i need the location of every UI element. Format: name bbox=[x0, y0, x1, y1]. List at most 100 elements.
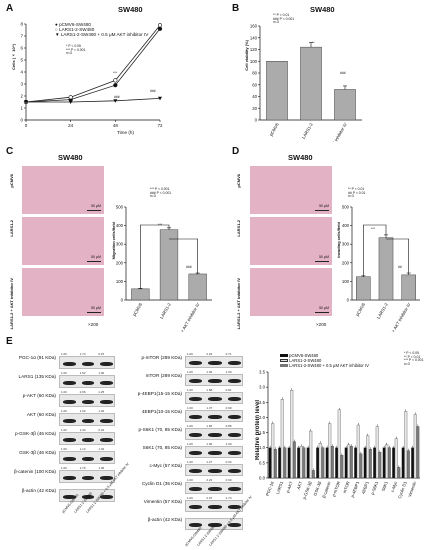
band-ratio: 1.00 bbox=[61, 428, 67, 432]
bar-3 bbox=[416, 426, 420, 479]
protein-band bbox=[81, 361, 95, 366]
protein-band bbox=[81, 418, 95, 423]
y-tick-label: 500 bbox=[116, 205, 124, 210]
x-tick-label: Vimentin bbox=[407, 480, 417, 498]
band-ratio: 1.52 bbox=[79, 371, 86, 375]
bar-1 bbox=[287, 447, 291, 479]
bar-1 bbox=[373, 447, 377, 479]
series-line-3 bbox=[26, 98, 161, 103]
band-ratio: 2.66 bbox=[79, 390, 86, 394]
bar-3 bbox=[359, 453, 363, 479]
panel-c-magnification: ×200 bbox=[88, 322, 99, 327]
y-tick-label: 160 bbox=[250, 24, 258, 29]
panel-d-row1-label: pCMV6 bbox=[236, 174, 241, 188]
data-point bbox=[157, 26, 163, 31]
bar-3 bbox=[188, 273, 207, 301]
blot-strip bbox=[185, 410, 243, 422]
legend-e-1-text: pCMV6-SW480 bbox=[289, 353, 319, 358]
blot-strip bbox=[185, 428, 243, 440]
protein-band bbox=[81, 437, 95, 442]
bar-1 bbox=[363, 447, 367, 479]
mark-a-3: ### bbox=[150, 89, 156, 93]
blot-strip bbox=[185, 518, 243, 530]
mark-d-2: ## bbox=[398, 265, 402, 269]
band-ratio: 1.00 bbox=[61, 466, 67, 470]
y-tick-label: 0 bbox=[121, 298, 124, 303]
x-tick-label: p-S6K1 bbox=[370, 480, 380, 495]
band-ratio: 2.07 bbox=[206, 496, 213, 500]
x-tick-label: p-AKT bbox=[285, 480, 294, 493]
protein-band bbox=[100, 437, 113, 442]
panel-b-bar-chart: 0 20 40 60 80 100 120 140 160 pCMV6 LARS1-2 LARS1-2… bbox=[250, 24, 362, 142]
protein-band bbox=[208, 523, 222, 527]
bar-2 bbox=[366, 435, 370, 479]
data-point bbox=[158, 96, 162, 101]
blot-strip bbox=[185, 446, 243, 458]
stat-d-3: n=3 bbox=[348, 194, 354, 199]
band-ratio: 1.00 bbox=[187, 388, 193, 392]
blot-strip bbox=[185, 500, 243, 512]
protein-band bbox=[208, 361, 222, 365]
y-tick-label: 1 bbox=[20, 106, 23, 111]
panel-c-micrograph-1: 50 μM bbox=[22, 166, 104, 214]
band-ratio: 1.00 bbox=[187, 496, 193, 500]
bar-3 bbox=[273, 449, 277, 479]
x-tick-label: PGC-1α bbox=[265, 480, 275, 497]
protein-band bbox=[100, 456, 113, 461]
bar-1 bbox=[266, 61, 288, 121]
panel-e-bar-chart: 0.0 0.5 1.0 1.5 2.0 2.5 3.0 3.5 PGC-1α LARS1 p-AKT… bbox=[259, 370, 420, 500]
x-tick-label: pCMV6 bbox=[355, 301, 367, 316]
scale-bar: 50 μM bbox=[315, 306, 329, 313]
band-ratio: 1.04 bbox=[98, 409, 105, 413]
band-ratio: 1.00 bbox=[187, 460, 193, 464]
panel-c-micrograph-3: 50 μM bbox=[22, 268, 104, 316]
scale-bar-label: 50 μM bbox=[318, 204, 329, 208]
bar-1 bbox=[392, 447, 396, 479]
protein-band bbox=[189, 433, 203, 437]
protein-band bbox=[208, 433, 222, 437]
panel-a-line-chart: 0 1 2 3 4 5 6 7 8 0 24 48 72 bbox=[20, 22, 163, 129]
bar-1 bbox=[401, 447, 405, 479]
protein-band bbox=[63, 475, 76, 480]
blot-row-label: p-GSK-3β (46 KDa) bbox=[15, 431, 56, 436]
bar-3 bbox=[368, 449, 372, 479]
y-tick-label: 140 bbox=[250, 35, 258, 40]
panel-c-row2-label: LARS1-2 bbox=[9, 220, 14, 237]
blot-row-label: β-actin (42 KDa) bbox=[147, 517, 182, 522]
data-point bbox=[68, 95, 73, 100]
mark-b-2: ### bbox=[340, 71, 346, 75]
stat-a-3: n=3 bbox=[66, 51, 72, 56]
blot-row-label: AKT (60 KDa) bbox=[26, 412, 56, 417]
band-ratio: 1.00 bbox=[98, 371, 105, 375]
protein-band bbox=[63, 361, 76, 366]
panel-a-stats: * P < 0.05 *** P < 0.001 n=3 bbox=[66, 44, 85, 56]
data-point bbox=[113, 78, 118, 83]
panel-c-ylabel: Migration cells/field bbox=[111, 222, 116, 260]
protein-band bbox=[100, 475, 113, 480]
band-ratio: 1.14 bbox=[79, 447, 86, 451]
bar-1 bbox=[411, 447, 415, 479]
panel-d-stats: ** P < 0.01 ## P < 0.01 n=3 bbox=[348, 187, 365, 199]
y-tick-label: 40 bbox=[252, 94, 257, 99]
mark-c-1: *** bbox=[158, 223, 162, 227]
x-tick-label: S6K1 bbox=[380, 480, 388, 492]
stat-c-1: *** P < 0.001 bbox=[150, 187, 170, 191]
band-ratio: 1.06 bbox=[206, 442, 213, 446]
series-line-1 bbox=[25, 28, 161, 103]
protein-band bbox=[227, 379, 241, 383]
protein-band bbox=[81, 456, 95, 461]
panel-d-title: SW480 bbox=[288, 153, 313, 162]
comparison-bracket bbox=[363, 224, 387, 276]
stat-b-1: ** P < 0.01 bbox=[273, 13, 290, 17]
y-tick-label: 300 bbox=[342, 242, 350, 247]
legend-a-2-text: LARS1-2-SW480 bbox=[59, 27, 95, 32]
x-tick-label: p-mTOR bbox=[331, 481, 341, 498]
bar-2 bbox=[271, 423, 275, 479]
panel-label-a: A bbox=[6, 3, 14, 14]
panel-label-d: D bbox=[232, 146, 240, 157]
blot-row-label: LARS1 (135 KDa) bbox=[18, 374, 56, 379]
panel-d-magnification: ×200 bbox=[316, 322, 327, 327]
blot-row-label: β-actin (42 KDa) bbox=[21, 488, 56, 493]
bar-1 bbox=[356, 276, 371, 301]
blot-strip bbox=[185, 482, 243, 494]
